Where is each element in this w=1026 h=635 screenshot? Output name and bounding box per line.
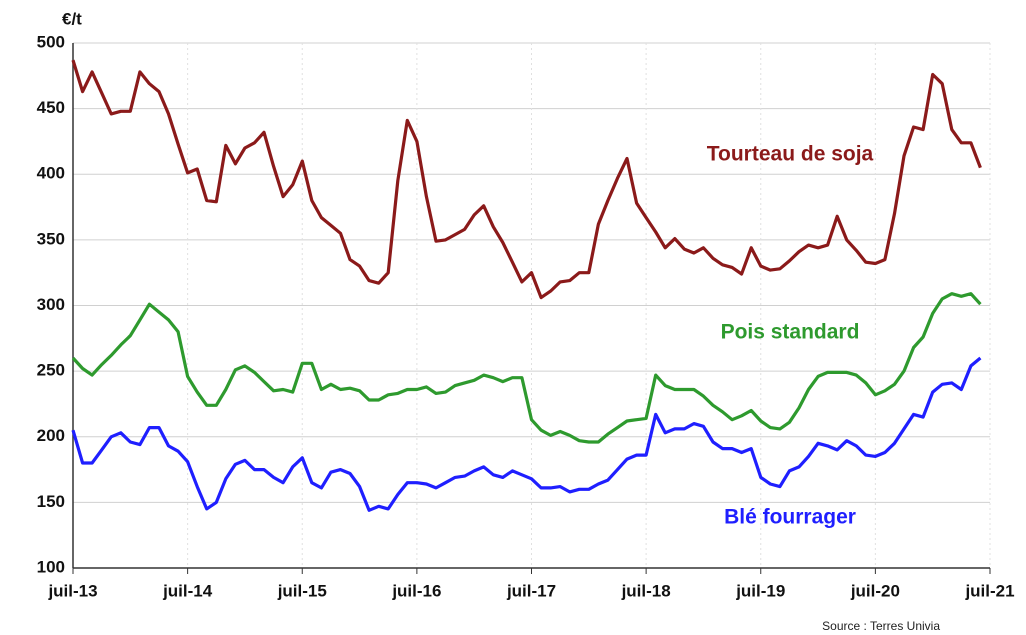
y-axis-label: €/t	[62, 9, 82, 28]
x-tick-label: juil-14	[162, 581, 213, 600]
x-tick-label: juil-19	[735, 581, 785, 600]
x-tick-label: juil-21	[964, 581, 1014, 600]
x-tick-label: juil-16	[391, 581, 441, 600]
y-tick-label: 500	[37, 32, 65, 51]
series-label: Pois standard	[721, 321, 860, 344]
y-tick-label: 350	[37, 229, 65, 248]
y-tick-label: 450	[37, 98, 65, 117]
y-tick-label: 100	[37, 557, 65, 576]
series-line	[71, 59, 982, 300]
x-tick-label: juil-18	[621, 581, 671, 600]
x-tick-label: juil-15	[277, 581, 327, 600]
series-line	[71, 356, 982, 512]
source: Source : Terres Univia	[822, 619, 940, 633]
y-tick-label: 400	[37, 164, 65, 183]
series-line	[71, 292, 982, 444]
series-label: Tourteau de soja	[707, 143, 874, 166]
y-tick-label: 200	[37, 426, 65, 445]
y-tick-label: 150	[37, 492, 65, 511]
y-tick-label: 300	[37, 295, 65, 314]
y-tick-label: 250	[37, 361, 65, 380]
x-tick-label: juil-17	[506, 581, 556, 600]
x-tick-label: juil-20	[850, 581, 900, 600]
series-label: Blé fourrager	[724, 506, 856, 529]
x-tick-label: juil-13	[47, 581, 97, 600]
